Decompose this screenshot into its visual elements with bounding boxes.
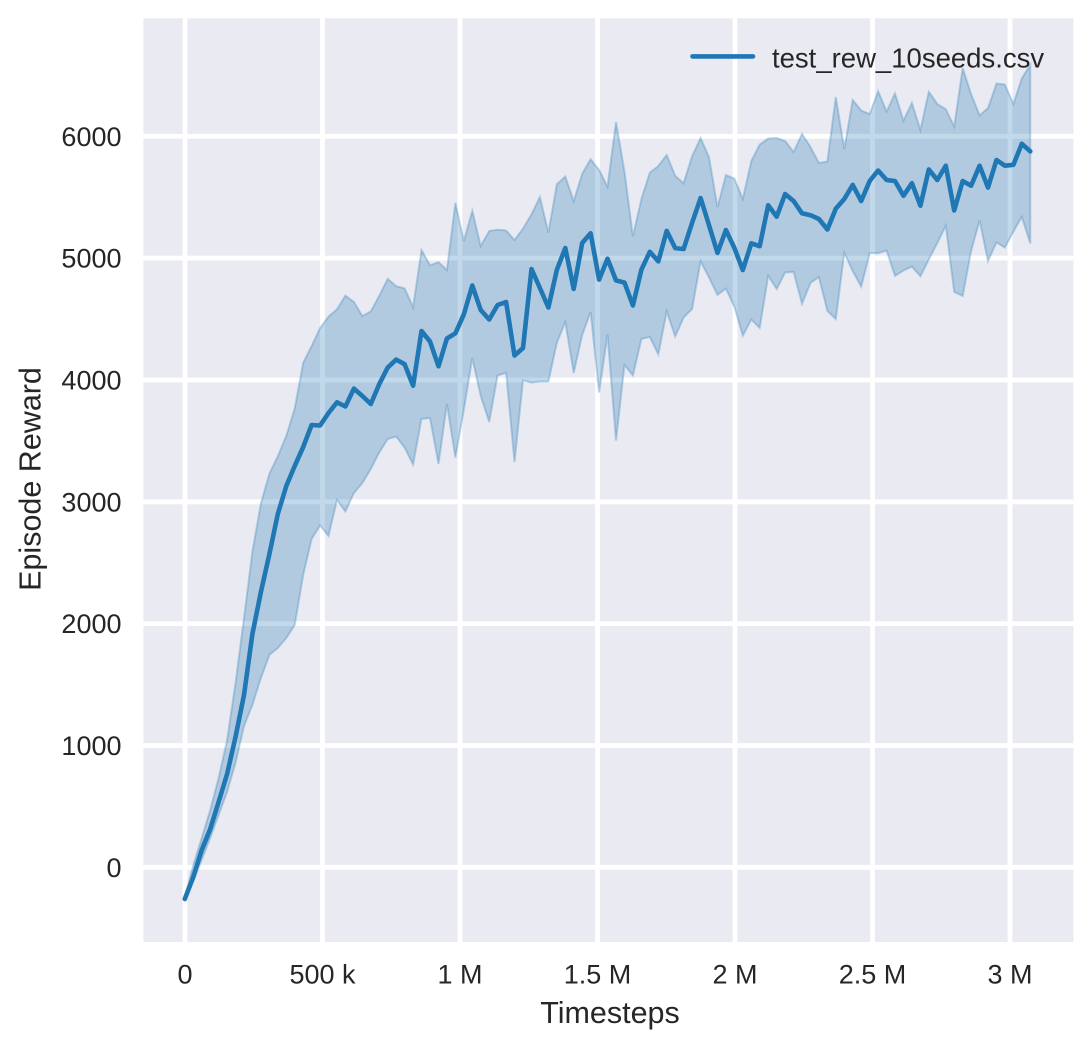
svg-text:1000: 1000 (61, 731, 121, 761)
svg-text:4000: 4000 (61, 366, 121, 396)
svg-text:3 M: 3 M (987, 960, 1032, 990)
svg-text:2 M: 2 M (712, 960, 757, 990)
svg-text:3000: 3000 (61, 487, 121, 517)
svg-text:6000: 6000 (61, 122, 121, 152)
svg-text:1.5 M: 1.5 M (564, 960, 632, 990)
svg-text:2000: 2000 (61, 609, 121, 639)
svg-text:2.5 M: 2.5 M (839, 960, 907, 990)
svg-text:1 M: 1 M (437, 960, 482, 990)
svg-text:Episode Reward: Episode Reward (14, 367, 48, 591)
svg-text:0: 0 (106, 853, 121, 883)
svg-text:Timesteps: Timesteps (540, 996, 680, 1030)
svg-text:5000: 5000 (61, 244, 121, 274)
svg-text:500 k: 500 k (289, 960, 356, 990)
svg-text:test_rew_10seeds.csv: test_rew_10seeds.csv (772, 43, 1044, 74)
svg-text:0: 0 (177, 960, 192, 990)
